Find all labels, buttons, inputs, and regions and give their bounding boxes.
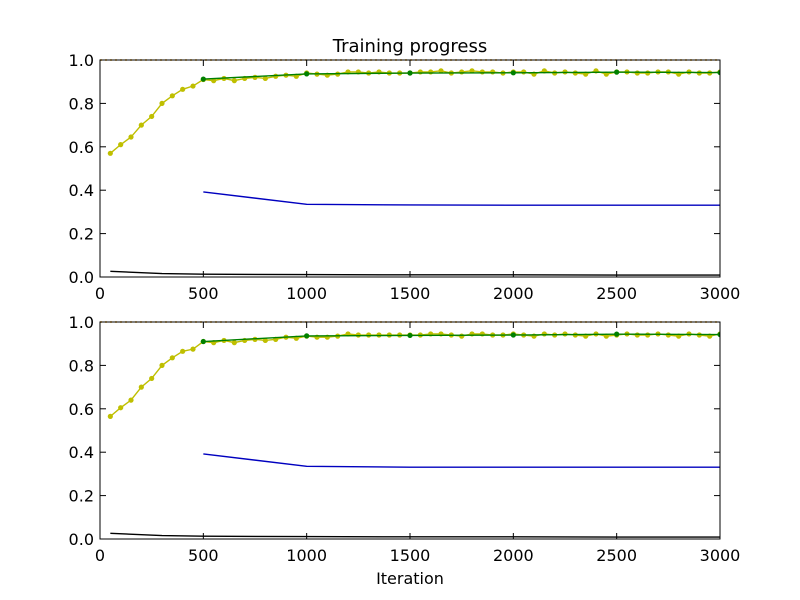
x-tick-label: 3000 (700, 284, 741, 303)
data-point (273, 73, 279, 79)
data-point (634, 332, 640, 338)
series-line-1 (203, 333, 720, 343)
data-point (304, 333, 310, 339)
data-point (262, 75, 268, 82)
y-tick-label: 0.4 (69, 181, 94, 200)
y-tick-label: 0.2 (69, 225, 94, 244)
data-point (118, 405, 124, 411)
data-point (469, 68, 475, 74)
top-subplot: 0 500 1000 1500 2000 2500 3000 0.0 0.2 0.4 0.6 0.8 1… (69, 51, 741, 303)
data-point (490, 69, 496, 75)
data-point (252, 74, 258, 80)
x-tick-label: 2500 (596, 546, 637, 565)
series-group (100, 321, 720, 538)
data-point (231, 340, 237, 346)
data-point (459, 333, 465, 339)
plot-frame (99, 59, 721, 278)
data-point (417, 69, 423, 75)
data-point (107, 413, 113, 419)
data-point (159, 100, 165, 106)
data-point (190, 83, 196, 89)
data-point (149, 113, 155, 120)
plot-frame (99, 321, 721, 540)
series-line-0 (109, 333, 720, 417)
figure-title: Training progress (332, 36, 487, 57)
y-tick-label: 0.0 (69, 530, 94, 549)
data-point (407, 332, 413, 339)
x-tick-label: 0 (95, 284, 105, 303)
data-point (190, 346, 196, 352)
data-point (107, 150, 113, 156)
x-tick-label: 500 (188, 546, 219, 565)
data-point (200, 76, 206, 82)
data-point (645, 332, 651, 338)
series-group (100, 59, 720, 276)
data-point (159, 362, 165, 368)
data-point (614, 69, 620, 75)
y-tick-label: 1.0 (69, 313, 94, 332)
data-point (459, 69, 465, 75)
data-point (200, 338, 206, 345)
data-point (614, 331, 620, 337)
data-point (645, 70, 651, 76)
x-tick-label: 1000 (286, 546, 327, 565)
series-line-2 (203, 453, 720, 468)
data-point (169, 355, 175, 361)
x-tick-label: 1500 (390, 546, 431, 565)
data-point (510, 70, 516, 76)
x-tick-label: 2000 (493, 284, 534, 303)
y-tick-label: 0.6 (69, 400, 94, 419)
x-tick-label: 2000 (493, 546, 534, 565)
series-line-1 (203, 71, 720, 80)
data-point (521, 69, 527, 75)
y-tick-label: 0.8 (69, 356, 94, 375)
x-axis-label: Iteration (376, 569, 444, 588)
data-point (479, 69, 485, 75)
data-point (717, 69, 720, 76)
data-point (149, 375, 155, 382)
y-tick-label: 1.0 (69, 51, 94, 70)
x-tick-label: 500 (188, 284, 219, 303)
data-point (169, 93, 175, 99)
y-tick-label: 0.2 (69, 487, 94, 506)
series-line-2 (203, 191, 720, 206)
data-point (438, 68, 444, 74)
data-point (407, 70, 413, 76)
data-point (717, 331, 720, 338)
data-point (428, 69, 434, 75)
data-point (138, 384, 144, 390)
data-point (262, 337, 268, 344)
data-point (231, 78, 237, 84)
series-line-3 (110, 270, 720, 276)
data-point (128, 134, 134, 140)
data-point (118, 142, 124, 148)
data-point (510, 332, 516, 338)
y-tick-label: 0.8 (69, 94, 94, 113)
x-tick-label: 3000 (700, 546, 741, 565)
data-point (304, 71, 310, 77)
x-tick-label: 1000 (286, 284, 327, 303)
series-line-3 (110, 532, 720, 538)
data-point (180, 86, 186, 92)
x-tick-label: 1500 (390, 284, 431, 303)
y-tick-label: 0.4 (69, 443, 94, 462)
data-point (180, 348, 186, 354)
data-point (634, 70, 640, 76)
x-tick-label: 0 (95, 546, 105, 565)
y-tick-label: 0.6 (69, 138, 94, 157)
bottom-subplot: 0 500 1000 1500 2000 2500 3000 0.0 0.2 0.4 0.6 0.8 1… (69, 313, 741, 565)
data-point (138, 122, 144, 128)
series-line-0 (109, 70, 720, 154)
y-tick-label: 0.0 (69, 268, 94, 287)
data-point (128, 397, 134, 403)
x-tick-label: 2500 (596, 284, 637, 303)
data-point (541, 331, 547, 337)
